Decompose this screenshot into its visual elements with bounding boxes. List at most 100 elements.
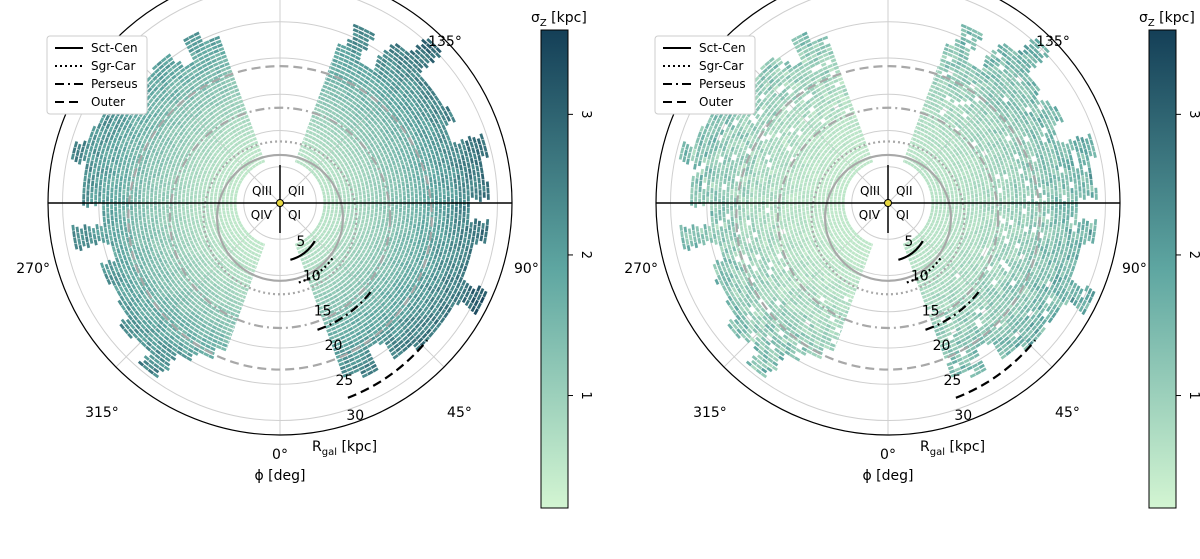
data-tile [355,307,361,313]
data-tile [384,176,388,182]
data-tile [351,115,357,121]
data-tile [328,143,334,148]
data-tile [349,227,354,233]
data-tile [391,240,396,246]
data-tile [426,206,430,212]
data-tile [446,207,450,214]
data-tile [326,131,332,136]
data-tile [213,196,217,200]
data-tile [338,209,342,214]
data-tile [439,203,442,209]
data-tile [353,106,359,112]
data-tile [353,162,358,168]
data-tile [352,273,358,279]
data-tile [371,163,376,168]
data-tile [174,191,178,197]
data-tile [337,187,341,192]
data-tile [377,184,382,190]
data-tile [319,92,324,96]
data-tile [386,158,391,164]
data-tile [138,194,141,200]
data-tile [393,165,398,170]
data-tile [422,214,426,220]
data-tile [194,211,198,216]
data-tile [308,280,314,284]
data-tile [311,246,317,251]
data-tile [379,239,384,244]
data-tile [190,208,194,213]
data-tile [321,222,326,227]
data-tile [142,207,146,213]
data-tile [363,194,366,199]
data-tile [335,144,340,149]
data-tile [334,195,339,199]
data-tile [325,311,331,316]
data-tile [385,180,389,186]
data-tile [365,106,371,112]
data-tile [391,206,394,212]
data-tile [465,219,470,226]
data-tile [407,198,410,204]
data-tile [358,191,362,196]
data-tile [213,204,217,208]
data-tile [332,173,337,178]
data-tile [162,206,165,211]
data-tile [328,166,333,171]
data-tile [453,218,458,224]
data-tile [361,230,366,236]
data-tile [935,205,939,210]
data-tile [118,219,123,225]
data-tile [318,95,321,100]
data-tile [303,256,309,261]
data-tile [316,159,321,164]
data-tile [329,296,335,301]
data-tile [419,206,422,212]
data-tile [430,187,434,193]
data-tile [378,189,382,194]
data-tile [335,278,341,283]
data-tile [470,186,474,192]
data-tile [406,208,410,214]
data-tile [391,252,396,258]
data-tile [343,129,348,135]
data-tile [392,267,397,273]
data-tile [182,189,186,194]
data-tile [337,241,343,247]
data-tile [377,243,382,249]
data-tile [368,179,372,184]
data-tile [325,140,331,146]
data-tile [98,185,102,191]
data-tile [385,217,390,222]
data-tile [333,93,339,99]
data-tile [333,284,339,289]
data-tile [328,216,333,221]
data-tile [321,178,326,183]
data-tile [146,195,149,200]
data-tile [363,176,368,182]
data-tile [322,181,327,186]
data-tile [367,138,372,144]
data-tile [320,215,325,220]
data-tile [378,141,383,147]
data-tile [307,125,310,129]
data-tile [470,192,474,198]
data-tile [434,206,438,212]
data-tile [150,192,154,198]
data-tile [349,259,354,265]
data-tile [374,258,379,264]
data-tile [340,279,346,284]
data-tile [334,168,339,174]
data-tile [146,214,150,220]
data-tile [376,180,381,185]
data-tile [320,232,325,237]
data-tile [381,218,385,224]
data-tile [347,151,352,157]
data-tile [114,189,118,195]
data-tile [339,252,345,257]
data-tile [357,231,362,236]
data-tile [363,203,367,207]
legend-label: Perseus [91,77,138,91]
data-tile [361,263,367,269]
data-tile [189,195,193,200]
data-tile [370,294,376,300]
